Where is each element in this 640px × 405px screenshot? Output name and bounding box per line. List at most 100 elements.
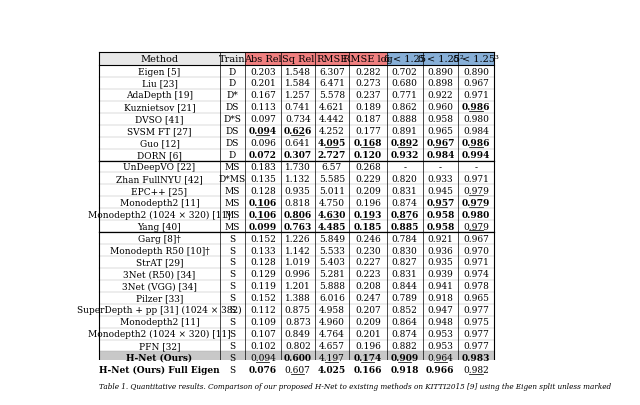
Bar: [99, 173, 494, 185]
Bar: [99, 352, 494, 364]
Text: 0.892: 0.892: [390, 139, 419, 148]
Text: 0.282: 0.282: [355, 67, 381, 76]
Text: 0.113: 0.113: [250, 103, 276, 112]
Text: 0.996: 0.996: [285, 270, 310, 279]
Text: 5.888: 5.888: [319, 281, 345, 291]
Text: 4.485: 4.485: [317, 222, 346, 231]
Text: 0.978: 0.978: [463, 281, 489, 291]
Text: Train: Train: [219, 55, 246, 64]
Text: 0.844: 0.844: [392, 281, 418, 291]
Text: RMSE: RMSE: [316, 55, 348, 64]
Text: 0.966: 0.966: [426, 365, 454, 374]
Text: 6.016: 6.016: [319, 294, 345, 303]
Text: AdaDepth [19]: AdaDepth [19]: [126, 91, 193, 100]
Text: 4.630: 4.630: [317, 210, 346, 219]
Text: S: S: [229, 234, 236, 243]
Text: 4.095: 4.095: [317, 139, 346, 148]
Bar: [99, 197, 494, 209]
Bar: [349, 52, 387, 66]
Text: 0.168: 0.168: [354, 139, 382, 148]
Text: RMSE log: RMSE log: [343, 55, 393, 64]
Text: 0.135: 0.135: [250, 175, 276, 183]
Text: 6.471: 6.471: [319, 79, 345, 88]
Text: 0.977: 0.977: [463, 341, 489, 350]
Text: 0.885: 0.885: [390, 222, 419, 231]
Bar: [99, 245, 494, 256]
Text: 0.891: 0.891: [392, 127, 418, 136]
Text: 0.607: 0.607: [285, 365, 310, 374]
Bar: [281, 52, 315, 66]
Text: 0.207: 0.207: [355, 305, 381, 314]
Text: 0.965: 0.965: [428, 127, 453, 136]
Text: 0.964: 0.964: [428, 353, 453, 362]
Text: 4.197: 4.197: [319, 353, 345, 362]
Text: 0.898: 0.898: [428, 79, 453, 88]
Text: 0.152: 0.152: [250, 294, 276, 303]
Text: 4.958: 4.958: [319, 305, 345, 314]
Text: MS: MS: [225, 186, 240, 195]
Text: 0.979: 0.979: [463, 186, 489, 195]
Bar: [99, 185, 494, 197]
Text: 0.941: 0.941: [428, 281, 453, 291]
Text: 0.960: 0.960: [428, 103, 453, 112]
Text: DS: DS: [226, 139, 239, 148]
Text: 4.657: 4.657: [319, 341, 345, 350]
Text: 0.873: 0.873: [285, 318, 310, 326]
Text: MS: MS: [225, 198, 240, 207]
Text: 0.852: 0.852: [392, 305, 418, 314]
Text: 0.947: 0.947: [428, 305, 453, 314]
Text: 0.307: 0.307: [284, 151, 312, 160]
Text: 0.203: 0.203: [250, 67, 276, 76]
Text: 0.102: 0.102: [250, 341, 276, 350]
Text: 0.979: 0.979: [463, 222, 489, 231]
Text: 0.784: 0.784: [392, 234, 418, 243]
Text: 0.958: 0.958: [426, 222, 454, 231]
Text: 1.584: 1.584: [285, 79, 311, 88]
Text: 0.119: 0.119: [250, 281, 276, 291]
Text: 6.307: 6.307: [319, 67, 345, 76]
Text: 0.209: 0.209: [355, 186, 381, 195]
Text: 0.975: 0.975: [463, 318, 489, 326]
Bar: [99, 52, 494, 66]
Text: 0.983: 0.983: [462, 353, 490, 362]
Text: 0.177: 0.177: [355, 127, 381, 136]
Bar: [99, 209, 494, 221]
Bar: [99, 137, 494, 149]
Text: Monodepth2 [11]: Monodepth2 [11]: [120, 198, 199, 207]
Text: 0.112: 0.112: [250, 305, 276, 314]
Bar: [99, 328, 494, 340]
Text: 0.106: 0.106: [249, 198, 277, 207]
Text: 0.196: 0.196: [355, 341, 381, 350]
Text: 0.268: 0.268: [355, 162, 381, 172]
Text: S: S: [229, 258, 236, 267]
Text: 6.57: 6.57: [322, 162, 342, 172]
Text: 0.237: 0.237: [355, 91, 381, 100]
Text: D: D: [228, 67, 236, 76]
Bar: [99, 316, 494, 328]
Text: 0.229: 0.229: [355, 175, 381, 183]
Text: 0.980: 0.980: [463, 115, 489, 124]
Text: 0.209: 0.209: [355, 318, 381, 326]
Text: 0.806: 0.806: [284, 210, 312, 219]
Text: 0.932: 0.932: [390, 151, 419, 160]
Text: 1.388: 1.388: [285, 294, 310, 303]
Text: 3Net (VGG) [34]: 3Net (VGG) [34]: [122, 281, 197, 291]
Text: 0.193: 0.193: [354, 210, 382, 219]
Text: 0.106: 0.106: [249, 210, 277, 219]
Text: 0.230: 0.230: [355, 246, 381, 255]
Text: D: D: [228, 79, 236, 88]
Text: Garg [8]†: Garg [8]†: [138, 234, 181, 243]
Text: 0.977: 0.977: [463, 305, 489, 314]
Text: 5.533: 5.533: [319, 246, 345, 255]
Text: 0.201: 0.201: [250, 79, 276, 88]
Text: 0.741: 0.741: [285, 103, 310, 112]
Text: 4.960: 4.960: [319, 318, 345, 326]
Text: Yang [40]: Yang [40]: [138, 222, 181, 231]
Text: S: S: [229, 318, 236, 326]
Text: Zhan FullNYU [42]: Zhan FullNYU [42]: [116, 175, 203, 183]
Text: 0.874: 0.874: [392, 198, 418, 207]
Text: MS: MS: [225, 162, 240, 172]
Text: 0.096: 0.096: [250, 139, 276, 148]
Text: S: S: [229, 329, 236, 338]
Text: 0.933: 0.933: [428, 175, 453, 183]
